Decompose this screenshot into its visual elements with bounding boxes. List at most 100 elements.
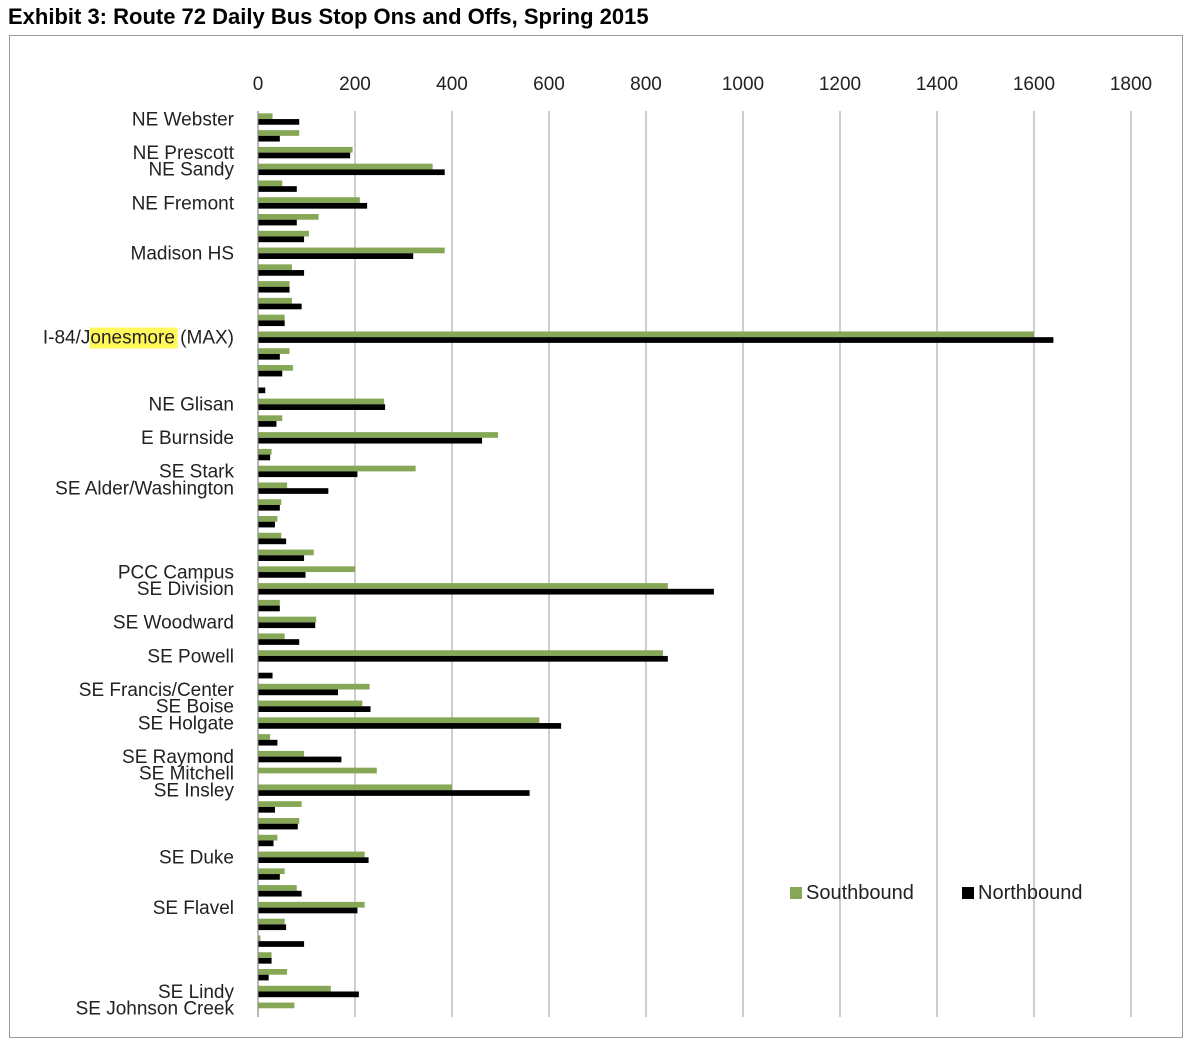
southbound-bar: [258, 130, 300, 136]
northbound-bar: [258, 806, 275, 813]
northbound-bar: [258, 169, 445, 176]
category-label: SE Holgate: [138, 713, 234, 734]
legend-northbound-swatch: [962, 887, 974, 899]
x-tick-label: 200: [339, 74, 371, 95]
northbound-bar: [258, 521, 275, 528]
northbound-bar: [258, 471, 358, 478]
category-label: NE Webster: [132, 109, 235, 130]
southbound-bar: [258, 516, 278, 522]
northbound-bar: [258, 387, 266, 394]
southbound-bar: [258, 868, 285, 875]
southbound-bar: [258, 901, 365, 908]
southbound-bar: [258, 650, 663, 656]
northbound-bar: [258, 672, 273, 679]
category-label: SE Duke: [159, 848, 234, 869]
southbound-bar: [258, 281, 290, 287]
category-label: SE Alder/Washington: [55, 479, 234, 500]
southbound-bar: [258, 331, 1034, 338]
southbound-bar: [258, 1002, 295, 1009]
southbound-bar: [258, 499, 282, 505]
southbound-bar: [258, 767, 377, 774]
chart-title: Exhibit 3: Route 72 Daily Bus Stop Ons a…: [8, 4, 649, 29]
category-label: SE Flavel: [153, 898, 234, 919]
southbound-bar: [258, 432, 499, 438]
southbound-bar: [258, 146, 353, 153]
southbound-bar: [258, 717, 540, 724]
southbound-bar: [258, 448, 272, 455]
northbound-bar: [258, 370, 283, 377]
southbound-bar: [258, 700, 363, 707]
legend-northbound-label: Northbound: [978, 882, 1083, 904]
northbound-bar: [258, 270, 305, 276]
category-label: NE Prescott: [133, 143, 235, 164]
category-label: NE Sandy: [148, 160, 234, 181]
southbound-bar: [258, 750, 305, 757]
northbound-bar: [258, 572, 306, 578]
northbound-bar: [258, 588, 714, 595]
northbound-bar: [258, 337, 1054, 343]
legend-southbound-label: Southbound: [806, 882, 914, 904]
southbound-bar: [258, 851, 365, 858]
highlight-mark: [89, 327, 178, 349]
northbound-bar: [258, 202, 368, 209]
category-label: NE Glisan: [148, 395, 234, 416]
southbound-bar: [258, 952, 272, 958]
southbound-bar: [258, 583, 668, 589]
x-tick-label: 1200: [819, 74, 861, 95]
northbound-bar: [258, 286, 290, 293]
southbound-bar: [258, 566, 355, 573]
category-label: SE Mitchell: [139, 764, 234, 785]
category-label: SE Stark: [159, 462, 234, 483]
southbound-bar: [258, 599, 280, 606]
northbound-bar: [258, 622, 316, 629]
southbound-bar: [258, 465, 416, 472]
northbound-bar: [258, 605, 280, 612]
northbound-bar: [258, 236, 305, 243]
northbound-bar: [258, 639, 300, 645]
northbound-bar: [258, 823, 298, 830]
category-label: I-84/Jonesmore (MAX): [43, 328, 234, 349]
category-label: SE Woodward: [113, 613, 234, 634]
category-label: SE Francis/Center: [79, 680, 235, 701]
northbound-bar: [258, 957, 272, 964]
southbound-bar: [258, 482, 288, 489]
category-label: SE Powell: [147, 646, 234, 667]
northbound-bar: [258, 907, 358, 914]
category-label: Madison HS: [131, 244, 235, 265]
southbound-bar: [258, 885, 297, 891]
northbound-bar: [258, 353, 280, 360]
northbound-bar: [258, 974, 269, 981]
northbound-bar: [258, 924, 287, 931]
northbound-bar: [258, 454, 271, 461]
southbound-bar: [258, 398, 385, 405]
southbound-bar: [258, 549, 314, 556]
southbound-bar: [258, 969, 288, 975]
southbound-bar: [258, 734, 271, 740]
bar-chart: 0 200 400 600 800 1000 1200 1400 1600 1800 NE Webs…: [43, 74, 1152, 1020]
northbound-bar: [258, 790, 530, 796]
northbound-bar: [258, 135, 280, 142]
northbound-bar: [258, 538, 287, 545]
northbound-bar: [258, 874, 280, 880]
northbound-bar: [258, 756, 342, 763]
category-label: SE Lindy: [158, 982, 235, 1003]
x-tick-label: 0: [253, 74, 264, 95]
category-label: E Burnside: [141, 428, 234, 449]
northbound-bar: [258, 555, 305, 561]
southbound-bar: [258, 348, 290, 354]
southbound-bar: [258, 532, 282, 539]
northbound-bar: [258, 404, 386, 410]
southbound-bar: [258, 247, 445, 254]
southbound-bar: [258, 214, 319, 220]
southbound-bar: [258, 985, 331, 992]
southbound-bar: [258, 683, 370, 690]
northbound-bar: [258, 421, 277, 427]
southbound-bar: [258, 113, 273, 120]
southbound-bar: [258, 935, 261, 942]
category-label: NE Fremont: [132, 193, 235, 214]
category-label: SE Raymond: [122, 747, 234, 768]
southbound-bar: [258, 415, 283, 422]
northbound-bar: [258, 739, 278, 746]
southbound-bar: [258, 801, 302, 807]
southbound-bar: [258, 163, 433, 170]
